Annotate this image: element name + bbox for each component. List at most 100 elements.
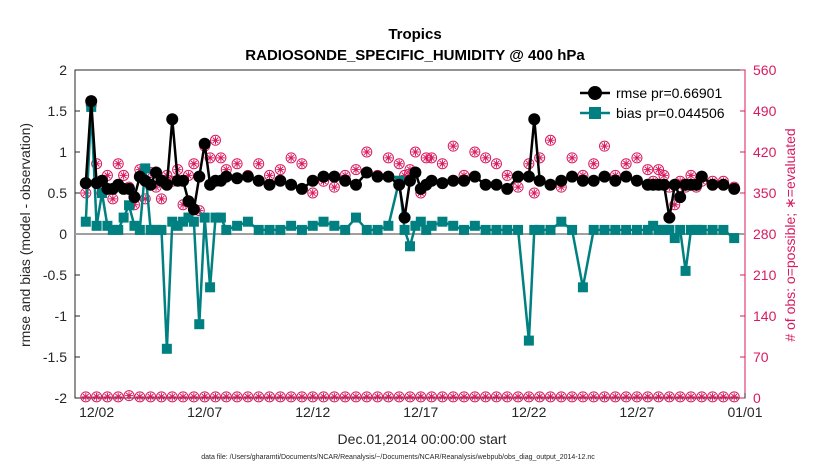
rmse-point	[360, 166, 373, 179]
rmse-point	[657, 178, 670, 191]
obs-evaluated-marker	[362, 148, 371, 156]
obs-evaluated-marker	[686, 392, 695, 401]
rmse-point	[566, 170, 579, 183]
rmse-point	[166, 113, 179, 126]
obs-evaluated-marker	[676, 392, 685, 401]
obs-evaluated-marker	[265, 392, 274, 401]
bias-point	[610, 224, 621, 235]
rmse-point	[382, 170, 395, 183]
obs-possible-marker	[599, 391, 611, 403]
chart-title-line1: Tropics	[388, 26, 441, 43]
obs-possible-marker	[361, 146, 373, 158]
rmse-point	[177, 174, 190, 187]
obs-evaluated-marker	[373, 392, 382, 401]
obs-evaluated-marker	[503, 171, 512, 180]
obs-evaluated-marker	[92, 392, 101, 401]
rmse-point	[555, 174, 568, 187]
y-right-tick-label: 280	[753, 226, 777, 242]
bias-point	[680, 265, 691, 276]
obs-possible-marker	[447, 391, 459, 403]
bias-point	[658, 224, 669, 235]
obs-possible-marker	[663, 391, 675, 403]
bias-point	[145, 224, 156, 235]
bias-point	[91, 220, 102, 231]
bias-point	[685, 224, 696, 235]
obs-possible-marker	[177, 391, 189, 403]
bias-point	[405, 241, 415, 252]
rmse-point	[576, 174, 589, 187]
rmse-point	[317, 170, 330, 183]
obs-evaluated-marker	[222, 165, 231, 174]
rmse-point	[528, 113, 541, 126]
obs-possible-marker	[188, 391, 200, 403]
obs-evaluated-marker	[503, 392, 512, 401]
obs-possible-marker	[285, 391, 297, 403]
legend-bias-marker	[589, 107, 601, 119]
obs-possible-marker	[707, 391, 719, 403]
obs-possible-marker	[717, 391, 729, 403]
obs-evaluated-marker	[179, 392, 188, 401]
bias-point	[696, 224, 707, 235]
obs-evaluated-marker	[211, 136, 220, 145]
bias-point	[691, 224, 702, 235]
rmse-point	[620, 170, 633, 183]
bias-point	[102, 220, 113, 231]
obs-evaluated-marker	[108, 194, 117, 203]
legend-rmse-marker	[588, 86, 602, 100]
obs-evaluated-marker	[686, 171, 695, 180]
obs-evaluated-marker	[395, 392, 404, 401]
x-axis-label: Dec.01,2014 00:00:00 start	[338, 431, 507, 447]
bias-point	[329, 220, 340, 231]
y-right-tick-label: 420	[753, 144, 777, 160]
obs-possible-marker	[512, 391, 524, 403]
obs-evaluated-marker	[216, 153, 225, 162]
obs-evaluated-marker	[406, 165, 414, 174]
x-tick-label: 12/07	[187, 404, 222, 420]
y-left-tick-label: -1	[55, 308, 68, 324]
obs-evaluated-marker	[135, 165, 144, 174]
obs-possible-marker	[523, 391, 535, 403]
obs-possible-marker	[588, 391, 600, 403]
obs-possible-marker	[426, 391, 438, 403]
obs-possible-marker	[469, 391, 481, 403]
rmse-point	[328, 170, 341, 183]
rmse-point	[533, 174, 546, 187]
obs-possible-marker	[393, 158, 405, 170]
bias-point	[129, 220, 140, 231]
obs-evaluated-marker	[632, 392, 641, 401]
obs-possible-marker	[458, 391, 470, 403]
x-tick-label: 12/22	[511, 404, 546, 420]
obs-possible-marker	[501, 391, 513, 403]
obs-possible-marker	[528, 187, 540, 199]
rmse-point	[252, 174, 265, 187]
obs-possible-marker	[204, 152, 216, 164]
obs-possible-marker	[426, 152, 438, 164]
obs-evaluated-marker	[141, 194, 150, 203]
obs-evaluated-marker	[535, 392, 544, 401]
obs-possible-marker	[469, 146, 481, 158]
bias-point	[383, 220, 394, 231]
y-right-tick-label: 560	[753, 62, 777, 78]
obs-evaluated-marker	[189, 159, 198, 168]
obs-evaluated-marker	[351, 165, 360, 174]
obs-evaluated-marker	[330, 392, 339, 401]
obs-evaluated-marker	[557, 183, 566, 192]
obs-evaluated-marker	[168, 392, 177, 401]
y-left-tick-label: 2	[59, 62, 67, 78]
rmse-point	[160, 178, 173, 191]
rmse-point	[501, 182, 514, 195]
obs-evaluated-marker	[730, 392, 739, 401]
rmse-point	[398, 211, 411, 224]
obs-evaluated-marker	[125, 391, 134, 400]
obs-possible-marker	[328, 391, 340, 403]
obs-evaluated-marker	[341, 392, 350, 401]
obs-possible-marker	[188, 158, 200, 170]
y-left-tick-label: -2	[55, 390, 68, 406]
rmse-point	[436, 177, 449, 190]
obs-possible-marker	[674, 391, 686, 403]
obs-evaluated-marker	[568, 153, 577, 162]
obs-evaluated-marker	[114, 392, 123, 401]
obs-possible-marker	[361, 391, 373, 403]
rmse-point	[306, 174, 319, 187]
rmse-point	[668, 178, 681, 191]
